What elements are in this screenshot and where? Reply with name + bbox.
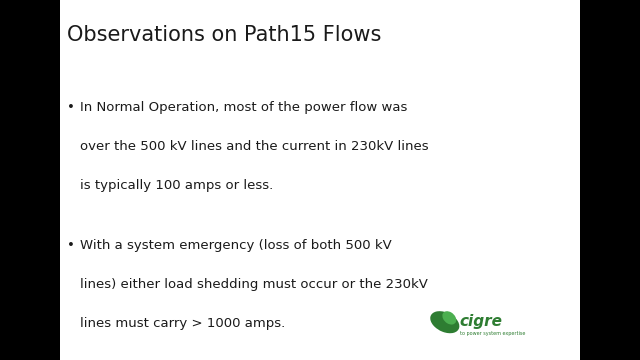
Text: is typically 100 amps or less.: is typically 100 amps or less. xyxy=(80,179,273,192)
Text: •: • xyxy=(67,239,75,252)
Text: lines must carry > 1000 amps.: lines must carry > 1000 amps. xyxy=(80,317,285,330)
Text: lines) either load shedding must occur or the 230kV: lines) either load shedding must occur o… xyxy=(80,278,428,291)
Text: to power system expertise: to power system expertise xyxy=(460,330,525,336)
Text: Observations on Path15 Flows: Observations on Path15 Flows xyxy=(67,25,381,45)
FancyBboxPatch shape xyxy=(60,0,580,360)
Text: cigre: cigre xyxy=(460,314,502,329)
Ellipse shape xyxy=(442,311,456,325)
Text: In Normal Operation, most of the power flow was: In Normal Operation, most of the power f… xyxy=(80,101,408,114)
Text: •: • xyxy=(67,101,75,114)
Text: over the 500 kV lines and the current in 230kV lines: over the 500 kV lines and the current in… xyxy=(80,140,429,153)
Ellipse shape xyxy=(430,311,460,333)
Text: With a system emergency (loss of both 500 kV: With a system emergency (loss of both 50… xyxy=(80,239,392,252)
